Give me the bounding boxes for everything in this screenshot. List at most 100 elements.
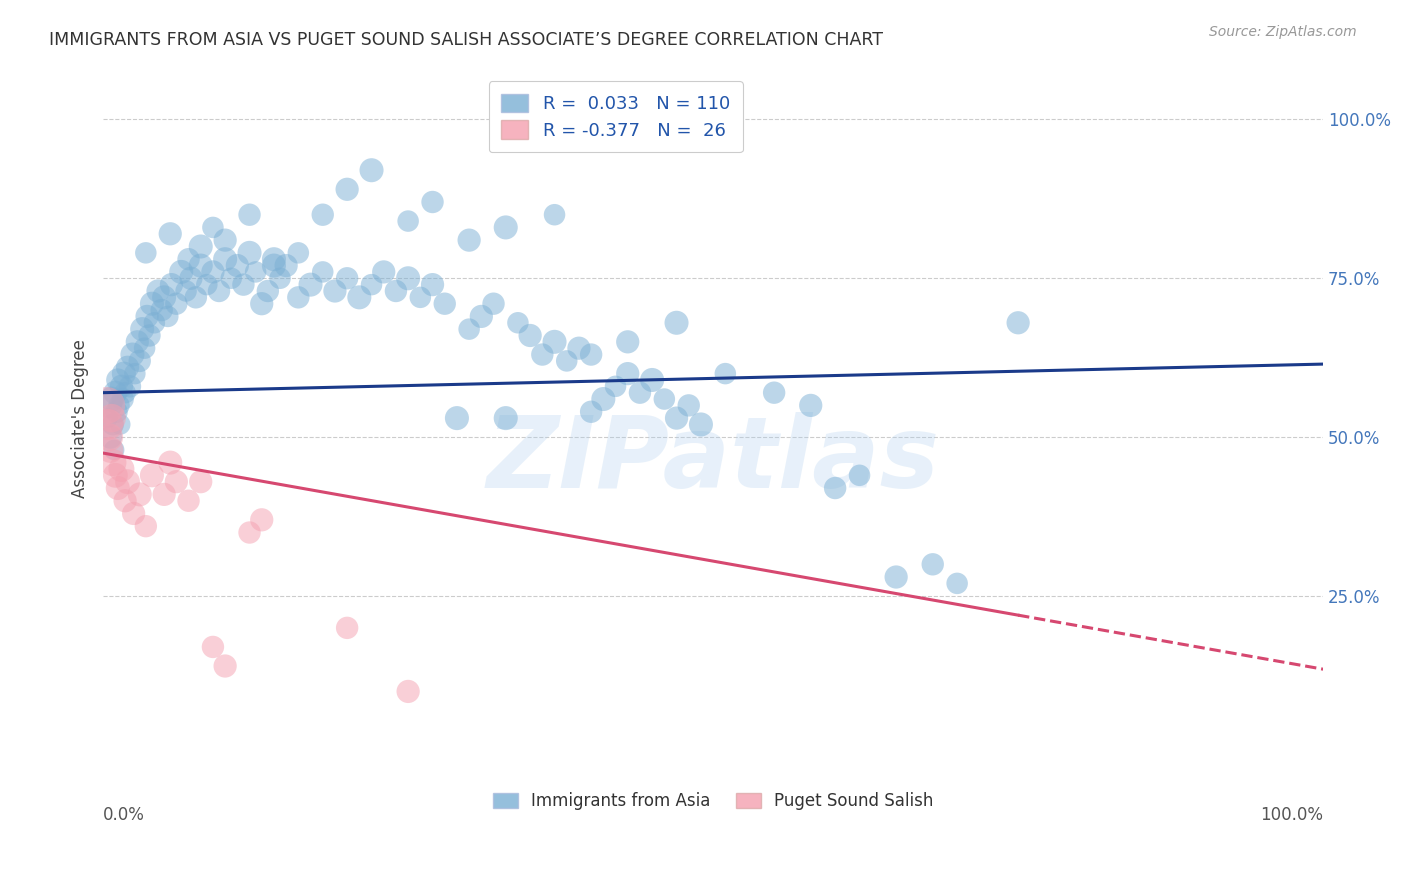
- Point: [128, 487, 150, 501]
- Point: [312, 265, 335, 279]
- Point: [190, 239, 212, 253]
- Point: [141, 468, 163, 483]
- Point: [104, 468, 127, 483]
- Point: [100, 392, 122, 406]
- Point: [336, 182, 359, 196]
- Point: [665, 411, 688, 425]
- Point: [135, 245, 157, 260]
- Point: [114, 385, 136, 400]
- Point: [848, 468, 870, 483]
- Point: [458, 233, 481, 247]
- Point: [446, 411, 468, 425]
- Point: [111, 392, 134, 406]
- Point: [97, 417, 120, 432]
- Point: [641, 373, 664, 387]
- Point: [117, 360, 139, 375]
- Point: [396, 684, 419, 698]
- Point: [214, 252, 236, 267]
- Point: [276, 259, 298, 273]
- Point: [616, 367, 638, 381]
- Point: [114, 493, 136, 508]
- Point: [110, 462, 132, 476]
- Point: [263, 252, 285, 267]
- Point: [373, 265, 395, 279]
- Point: [592, 392, 614, 406]
- Point: [124, 367, 146, 381]
- Point: [143, 316, 166, 330]
- Point: [433, 296, 456, 310]
- Point: [299, 277, 322, 292]
- Point: [287, 290, 309, 304]
- Point: [121, 347, 143, 361]
- Point: [214, 233, 236, 247]
- Point: [100, 442, 122, 457]
- Point: [177, 493, 200, 508]
- Point: [323, 284, 346, 298]
- Point: [652, 392, 675, 406]
- Point: [360, 277, 382, 292]
- Point: [97, 411, 120, 425]
- Point: [104, 385, 127, 400]
- Point: [201, 265, 224, 279]
- Point: [495, 220, 517, 235]
- Point: [579, 405, 602, 419]
- Point: [616, 334, 638, 349]
- Point: [250, 513, 273, 527]
- Point: [201, 220, 224, 235]
- Point: [184, 290, 207, 304]
- Point: [555, 354, 578, 368]
- Point: [312, 208, 335, 222]
- Point: [136, 310, 159, 324]
- Point: [245, 265, 267, 279]
- Point: [150, 303, 173, 318]
- Point: [100, 411, 122, 425]
- Point: [146, 284, 169, 298]
- Text: 0.0%: 0.0%: [103, 806, 145, 824]
- Point: [98, 430, 121, 444]
- Point: [579, 347, 602, 361]
- Point: [250, 296, 273, 310]
- Point: [422, 277, 444, 292]
- Point: [470, 310, 492, 324]
- Point: [543, 208, 565, 222]
- Point: [531, 347, 554, 361]
- Point: [336, 271, 359, 285]
- Point: [100, 430, 122, 444]
- Point: [385, 284, 408, 298]
- Point: [665, 316, 688, 330]
- Point: [153, 487, 176, 501]
- Point: [96, 398, 118, 412]
- Point: [174, 284, 197, 298]
- Point: [396, 271, 419, 285]
- Point: [921, 558, 943, 572]
- Point: [678, 398, 700, 412]
- Point: [190, 475, 212, 489]
- Point: [156, 310, 179, 324]
- Point: [135, 519, 157, 533]
- Text: IMMIGRANTS FROM ASIA VS PUGET SOUND SALISH ASSOCIATE’S DEGREE CORRELATION CHART: IMMIGRANTS FROM ASIA VS PUGET SOUND SALI…: [49, 31, 883, 49]
- Point: [105, 405, 128, 419]
- Point: [482, 296, 505, 310]
- Point: [238, 245, 260, 260]
- Point: [195, 277, 218, 292]
- Point: [946, 576, 969, 591]
- Point: [165, 475, 187, 489]
- Point: [118, 379, 141, 393]
- Legend: Immigrants from Asia, Puget Sound Salish: Immigrants from Asia, Puget Sound Salish: [485, 784, 942, 819]
- Point: [107, 481, 129, 495]
- Point: [519, 328, 541, 343]
- Point: [134, 341, 156, 355]
- Point: [98, 398, 121, 412]
- Point: [108, 398, 131, 412]
- Point: [714, 367, 737, 381]
- Point: [127, 334, 149, 349]
- Point: [112, 367, 135, 381]
- Point: [159, 227, 181, 241]
- Point: [495, 411, 517, 425]
- Text: 100.0%: 100.0%: [1260, 806, 1323, 824]
- Point: [263, 259, 285, 273]
- Point: [159, 456, 181, 470]
- Point: [360, 163, 382, 178]
- Point: [232, 277, 254, 292]
- Point: [336, 621, 359, 635]
